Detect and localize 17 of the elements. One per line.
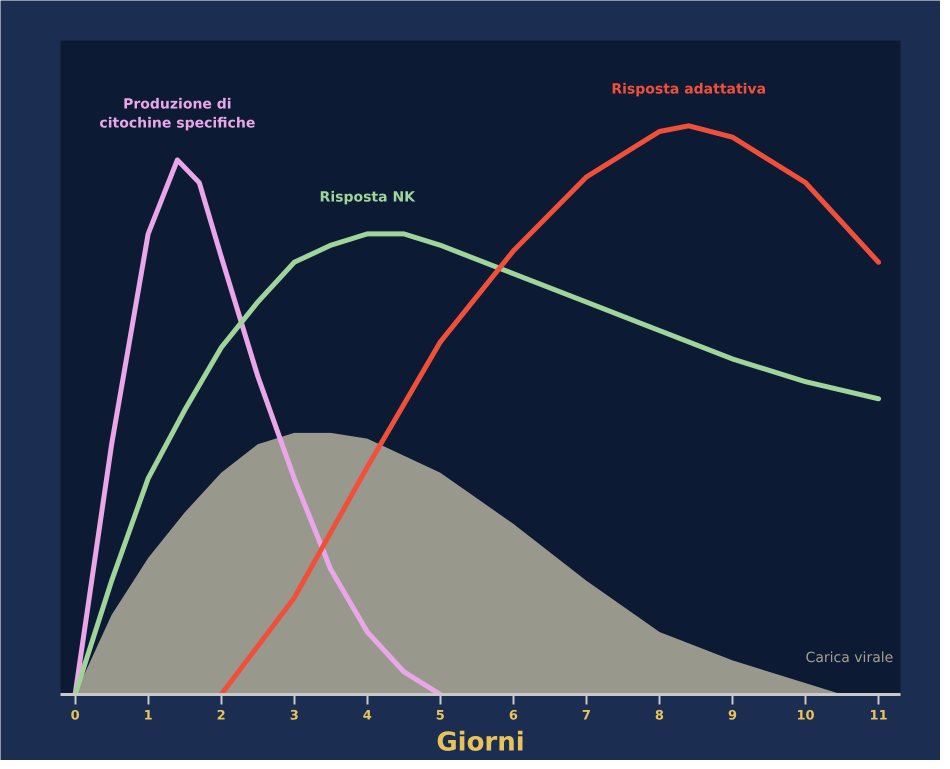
x-tick-label: 7 — [582, 708, 591, 724]
x-tick-label: 11 — [870, 708, 888, 724]
x-tick-label: 1 — [144, 708, 153, 724]
text: Produzione di citochine specifiche — [99, 96, 256, 132]
text: Risposta adattativa — [611, 81, 766, 98]
text: Risposta NK — [320, 189, 416, 206]
x-tick-label: 10 — [796, 708, 815, 724]
x-tick-label: 6 — [508, 708, 518, 724]
x-axis-title: Giorni — [436, 728, 525, 758]
series-label: Carica virale — [806, 650, 894, 666]
x-tick-label: 3 — [290, 708, 299, 724]
x-tick-label: 9 — [728, 708, 738, 724]
x-tick-label: 0 — [70, 708, 80, 724]
x-tick-label: 5 — [436, 708, 445, 724]
x-tick-label: 2 — [216, 708, 226, 724]
x-tick-label: 4 — [362, 708, 372, 724]
x-tick-label: 8 — [654, 708, 664, 724]
